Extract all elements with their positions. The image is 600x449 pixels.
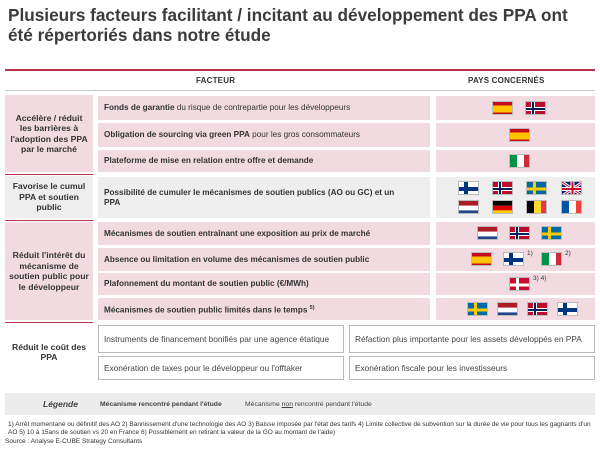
footnotes: 1) Arrêt momentané ou définitif des AO 2… [8,421,591,437]
factor-row: Obligation de sourcing via green PPA pou… [98,123,430,147]
cost-box: Exonération de taxes pour le développeur… [98,356,344,380]
footnote-mark: 1) [527,250,533,257]
cost-box: Réfaction plus importante pour les asset… [349,325,595,353]
norway-flag-icon [527,302,548,316]
header-pays: Pays concernés [468,76,545,85]
spain-flag-icon [509,128,530,142]
factor-row: Possibilité de cumuler le mécanismes de … [98,177,430,218]
norway-flag-icon [525,101,546,115]
factor-row: Plateforme de mise en relation entre off… [98,150,430,172]
italy-flag-icon [509,154,530,168]
cost-box: Instruments de financement bonifiés par … [98,325,344,353]
sweden-flag-icon [541,226,562,240]
factor-row: Mécanismes de soutien entraînant une exp… [98,222,430,245]
category-soutien: Réduit l'intérêt du mécanisme de soutien… [5,222,93,320]
germany-flag-icon [492,200,513,214]
italy-flag-icon [541,252,562,266]
category-cumul: Favorise le cumul PPA et soutien public [5,176,93,218]
sweden-flag-icon [467,302,488,316]
category-divider [5,174,93,175]
netherlands-flag-icon [458,200,479,214]
spain-flag-icon [471,252,492,266]
category-divider [5,322,93,323]
factor-row: Absence ou limitation en volume des méca… [98,248,430,271]
norway-flag-icon [509,226,530,240]
factor-row: Plafonnement du montant de soutien publi… [98,273,430,295]
denmark-flag-icon [509,277,530,291]
footnote-mark: 3) 4) [533,275,547,282]
spain-flag-icon [492,101,513,115]
factor-row: Fonds de garantie du risque de contrepar… [98,96,430,120]
netherlands-flag-icon [477,226,498,240]
legend-not-met: Mécanisme non rencontré pendant l'étude [245,400,372,408]
legend-title: Légende [43,399,78,409]
cost-box: Exonération fiscale pour les investisseu… [349,356,595,380]
sweden-flag-icon [526,181,547,195]
uk-flag-icon [561,181,582,195]
footnote-mark: 2) [565,250,571,257]
header-facteur: Facteur [196,76,236,85]
header-top-rule [5,69,595,71]
factor-row: Mécanismes de soutien public limités dan… [98,298,430,320]
netherlands-flag-icon [497,302,518,316]
belgium-flag-icon [526,200,547,214]
page-title: Plusieurs facteurs facilitant / incitant… [8,5,568,45]
category-cout: Réduit le coût des PPA [5,324,93,380]
category-adoption: Accélère / réduit les barrières à l'adop… [5,95,93,172]
category-divider [5,220,93,221]
header-bottom-rule [5,90,595,91]
legend: Légende Mécanisme rencontré pendant l'ét… [5,393,595,415]
legend-met: Mécanisme rencontré pendant l'étude [100,400,222,408]
norway-flag-icon [492,181,513,195]
finland-flag-icon [458,181,479,195]
pays-row [436,96,595,120]
finland-flag-icon [503,252,524,266]
source: Source : Analyse E-CUBE Strategy Consult… [5,438,143,445]
finland-flag-icon [557,302,578,316]
france-flag-icon [561,200,582,214]
